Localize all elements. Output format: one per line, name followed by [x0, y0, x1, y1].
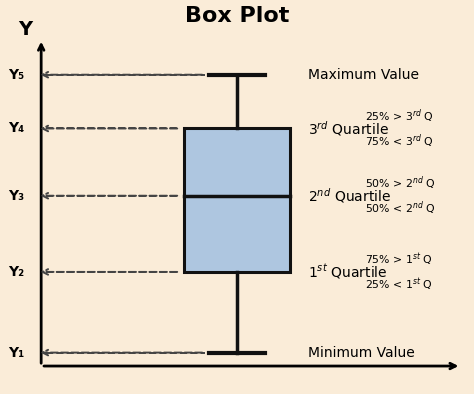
Bar	[48, 61, 465, 366]
Text: $75\%$ > $1^{st}$ Q: $75\%$ > $1^{st}$ Q	[365, 251, 433, 268]
Text: $1^{st}$ Quartile: $1^{st}$ Quartile	[308, 263, 388, 281]
Text: $75\%$ < $3^{rd}$ Q: $75\%$ < $3^{rd}$ Q	[365, 132, 434, 150]
Text: $50\%$ > $2^{nd}$ Q: $50\%$ > $2^{nd}$ Q	[365, 175, 436, 192]
Text: Y₄: Y₄	[8, 121, 24, 136]
Text: Maximum Value: Maximum Value	[308, 68, 419, 82]
Text: $3^{rd}$ Quartile: $3^{rd}$ Quartile	[308, 119, 389, 138]
Text: Y₂: Y₂	[8, 265, 24, 279]
Text: $50\%$ < $2^{nd}$ Q: $50\%$ < $2^{nd}$ Q	[365, 199, 436, 217]
Title: Box Plot: Box Plot	[185, 6, 289, 26]
Text: $25\%$ > $3^{rd}$ Q: $25\%$ > $3^{rd}$ Q	[365, 107, 434, 125]
Text: $2^{nd}$ Quartile: $2^{nd}$ Quartile	[308, 186, 391, 205]
Text: Y₅: Y₅	[8, 68, 24, 82]
Text: $25\%$ < $1^{st}$ Q: $25\%$ < $1^{st}$ Q	[365, 276, 433, 293]
Text: Minimum Value: Minimum Value	[308, 346, 415, 360]
Text: Y: Y	[18, 20, 33, 39]
Bar	[183, 128, 291, 272]
Text: Y₃: Y₃	[8, 189, 24, 203]
Text: Y₁: Y₁	[8, 346, 24, 360]
